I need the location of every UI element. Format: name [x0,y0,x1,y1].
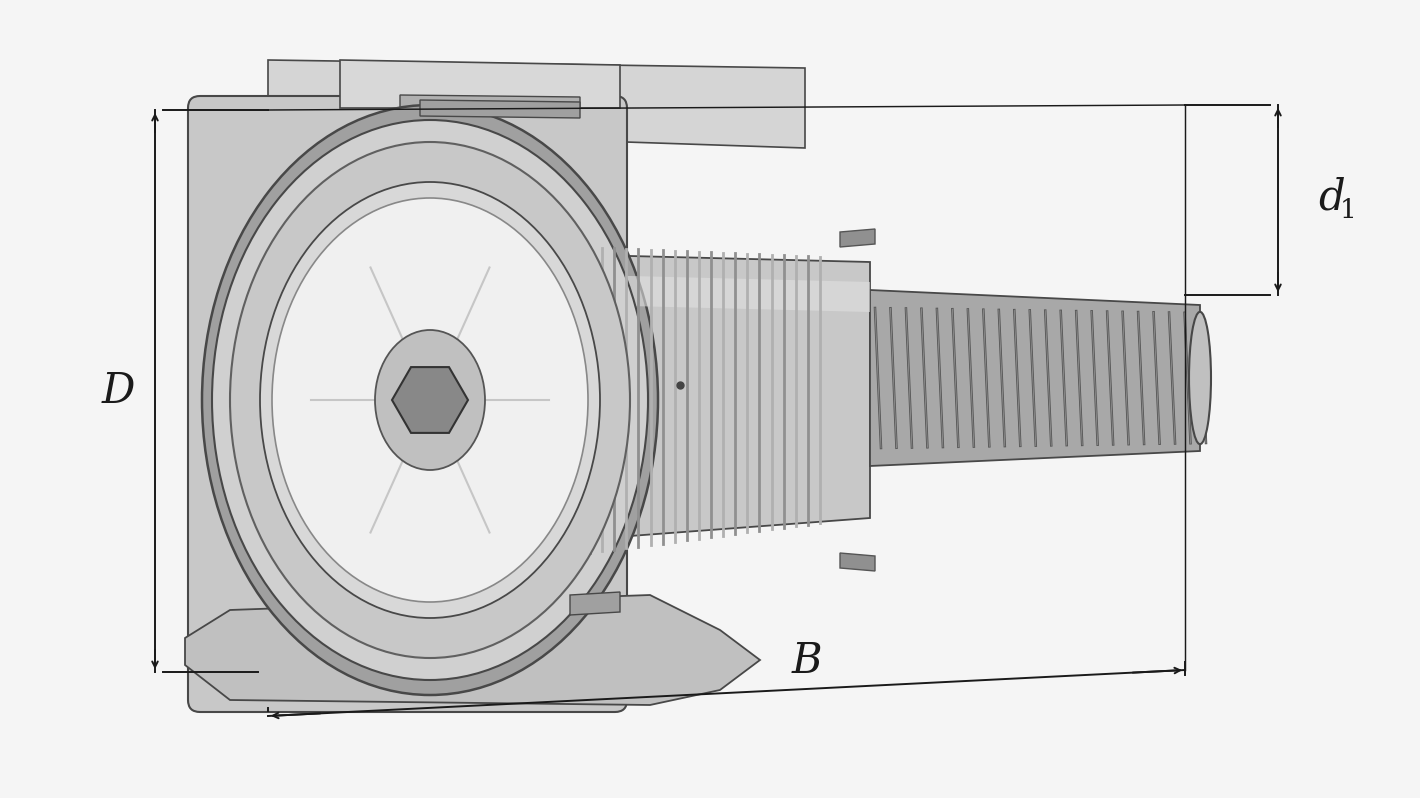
Polygon shape [841,229,875,247]
Polygon shape [870,290,1200,466]
Polygon shape [841,553,875,571]
Polygon shape [470,252,870,548]
Polygon shape [470,272,870,312]
Text: D: D [101,370,135,412]
Ellipse shape [375,330,486,470]
Text: 1: 1 [1340,197,1356,223]
Text: B: B [791,640,822,682]
Text: d: d [1318,176,1345,218]
Ellipse shape [212,120,648,680]
Ellipse shape [260,182,601,618]
Polygon shape [339,60,621,108]
Ellipse shape [273,198,588,602]
Polygon shape [195,100,621,710]
Ellipse shape [230,142,630,658]
Polygon shape [420,100,579,118]
Polygon shape [268,60,805,148]
Polygon shape [185,595,760,705]
Ellipse shape [202,105,657,695]
Polygon shape [569,592,621,615]
Ellipse shape [1189,312,1211,444]
FancyBboxPatch shape [187,96,628,712]
Polygon shape [400,95,579,108]
